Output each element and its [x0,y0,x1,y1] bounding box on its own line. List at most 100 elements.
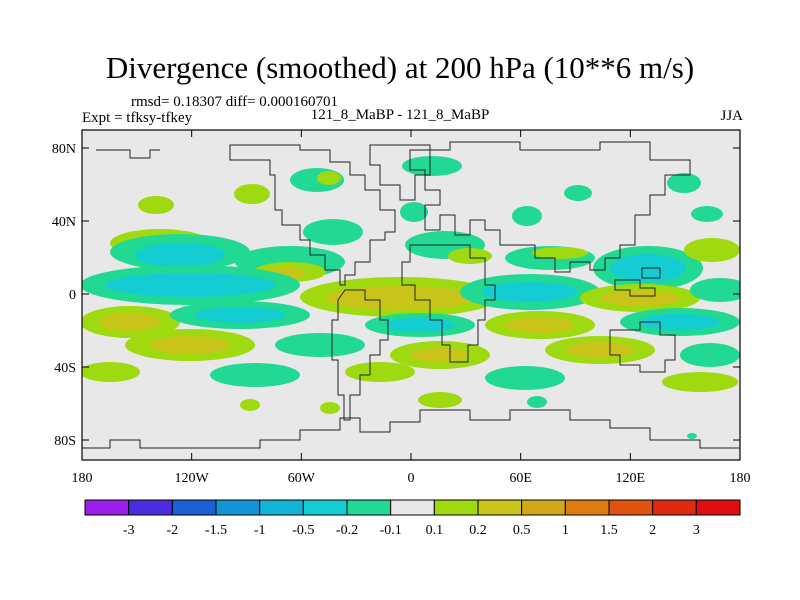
colorbar-box [215,499,261,516]
coastline-islands [641,267,661,279]
contour-region [482,282,578,302]
colorbar-label: -2 [166,523,178,538]
contour-region [325,286,475,310]
coastline-arctic [96,149,160,159]
colorbar-box [477,499,523,516]
contour-region [527,396,547,408]
contour-region [100,313,160,331]
lon-label: 180 [730,471,751,486]
longitude-axis: 180 120W 60W 0 60E 120E 180 [72,130,751,486]
colorbar-label: -0.5 [292,523,314,538]
contour-region [105,273,275,297]
colorbar-label: 0.2 [469,523,487,538]
latitude-axis: 80N 40N 0 40S 80S [52,142,740,449]
colorbar-label: -0.1 [380,523,402,538]
contour-region [690,278,740,302]
colorbar-boxes [84,499,741,516]
lon-label: 120W [175,471,210,486]
contour-region [303,219,363,245]
colorbar-box [171,499,217,516]
colorbar-label: -1.5 [205,523,227,538]
contour-region [345,362,415,382]
contour-region [512,206,542,226]
lat-label: 80N [52,142,76,157]
contour-region [402,156,462,176]
coastlines [82,141,740,449]
lat-label: 0 [69,288,76,303]
stats-text: rmsd= 0.18307 diff= 0.000160701 [131,94,339,110]
contour-region [691,206,723,222]
contour-region [564,185,592,201]
experiment-label: Expt = tfksy-tfkey [82,110,193,126]
contour-region [680,343,740,367]
colorbar-label: 2 [649,523,656,538]
contour-region [687,433,697,439]
contour-region [138,196,174,214]
contour-region [195,307,285,323]
colorbar-box [302,499,348,516]
lon-label: 120E [616,471,646,486]
season-label: JJA [720,108,743,124]
coastline-africa [401,244,496,363]
coastline-eurasia [409,141,691,273]
colorbar-box [564,499,610,516]
lon-label: 0 [408,471,415,486]
contour-region [532,247,588,259]
contour-region [506,317,574,333]
lat-label: 80S [54,434,76,449]
coastline-greenland [369,144,431,201]
contour-fills [82,156,740,439]
lon-label: 60W [288,471,316,486]
colorbar-box [695,499,741,516]
contour-region [410,348,470,362]
contour-region [662,372,738,392]
colorbar-label: -3 [123,523,135,538]
contour-region [418,392,462,408]
lon-label: 180 [72,471,93,486]
contour-region [275,333,365,357]
contour-region [135,243,225,267]
coastline-antarctica [82,409,740,449]
colorbar-box [521,499,566,516]
contour-region [234,184,270,204]
colorbar-label: -0.2 [336,523,358,538]
colorbar-label: 3 [693,523,700,538]
coastline-australia [609,321,676,373]
colorbar-box [608,499,654,516]
coastline-south-america [331,289,389,421]
colorbar-box [128,499,173,516]
colorbar-label: 0.5 [513,523,531,538]
contour-region [485,366,565,390]
contour-region [684,238,740,262]
coastline-north-america [229,144,396,286]
contour-region [82,362,140,382]
plot-title: Divergence (smoothed) at 200 hPa (10**6 … [105,50,695,85]
colorbar-label: 0.1 [426,523,444,538]
contour-region [600,290,680,306]
colorbar-box [84,499,130,516]
contour-region [320,402,340,414]
colorbar-box [346,499,392,516]
lon-label: 60E [509,471,532,486]
coastline-indonesia [614,279,656,297]
contour-region [385,318,455,332]
contour-region [317,171,341,185]
colorbar-label: 1 [562,523,569,538]
colorbar-box [390,499,435,516]
colorbar-label: 1.5 [600,523,618,538]
colorbar-labels: -3 -2 -1.5 -1 -0.5 -0.2 -0.1 0.1 0.2 0.5 1 1.5 2 3 [123,523,700,538]
colorbar-label: -1 [254,523,266,538]
lat-label: 40S [54,361,76,376]
comparison-label: 121_8_MaBP - 121_8_MaBP [310,107,490,123]
contour-region [210,363,300,387]
contour-region [240,399,260,411]
lat-label: 40N [52,215,76,230]
colorbar-box [433,499,479,516]
contour-region [667,173,701,193]
contour-region [566,342,634,358]
colorbar-box [652,499,697,516]
contour-region [150,336,230,354]
colorbar-box [259,499,304,516]
